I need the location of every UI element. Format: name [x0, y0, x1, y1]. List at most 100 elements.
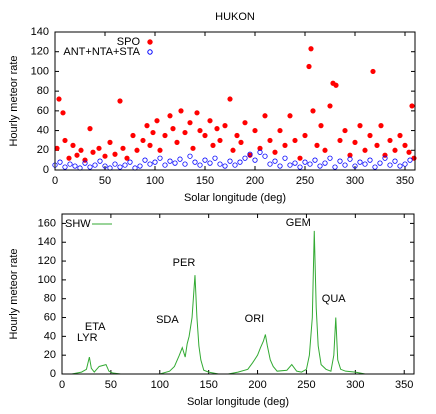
annotation: ORI — [245, 313, 265, 325]
line — [62, 230, 366, 375]
point — [257, 145, 263, 151]
point — [212, 155, 218, 161]
point — [306, 63, 312, 70]
point — [177, 156, 183, 162]
point — [252, 127, 258, 134]
point — [272, 149, 278, 155]
x-tick-label: 300 — [346, 175, 364, 187]
legend-label: SHW — [65, 218, 91, 230]
point — [327, 155, 333, 161]
x-tick-label: 50 — [105, 379, 117, 391]
point — [162, 132, 168, 139]
point — [102, 153, 108, 159]
y-tick-label: 0 — [43, 164, 49, 176]
point — [182, 161, 188, 167]
point — [372, 164, 378, 170]
point — [406, 149, 412, 155]
y-tick-label: 20 — [37, 144, 49, 156]
point — [134, 147, 140, 153]
plot-frame — [61, 213, 415, 375]
y-tick-label: 100 — [31, 65, 49, 77]
point — [318, 123, 324, 129]
point — [187, 153, 193, 159]
point — [97, 158, 103, 164]
x-axis-label: Solar longitude (deg) — [184, 192, 286, 204]
point — [272, 158, 278, 164]
point — [238, 139, 244, 145]
plot-frame — [54, 31, 416, 171]
point — [242, 120, 248, 126]
point — [102, 163, 108, 169]
y-tick-label: 140 — [31, 26, 49, 38]
point — [397, 163, 403, 169]
point — [347, 152, 353, 158]
point — [370, 68, 376, 75]
annotation: GEM — [286, 217, 311, 229]
point — [217, 161, 223, 167]
point — [282, 155, 288, 161]
point — [150, 129, 156, 136]
point — [72, 163, 78, 169]
point — [332, 164, 338, 170]
y-axis-label: Hourly meteor rate — [8, 248, 20, 339]
annotation: QUA — [322, 293, 347, 305]
x-axis-label: Solar longitude (deg) — [187, 396, 289, 408]
point — [178, 108, 184, 114]
point — [60, 110, 66, 116]
point — [322, 160, 328, 166]
x-tick-label: 300 — [346, 379, 364, 391]
point — [56, 96, 62, 102]
x-tick-label: 200 — [246, 175, 264, 187]
x-tick-label: 0 — [59, 379, 65, 391]
y-axis-label: Hourly meteor rate — [8, 55, 20, 146]
point — [157, 147, 163, 153]
point — [167, 113, 173, 119]
point — [202, 132, 208, 139]
point — [207, 118, 213, 124]
point — [307, 161, 313, 167]
point — [252, 157, 258, 163]
point — [237, 159, 243, 165]
point — [310, 108, 316, 114]
point — [182, 129, 188, 136]
x-tick-label: 150 — [199, 379, 217, 391]
point — [362, 161, 368, 167]
point — [317, 163, 323, 169]
point — [124, 155, 130, 161]
x-tick-label: 250 — [297, 379, 315, 391]
point — [242, 155, 248, 161]
point — [392, 147, 398, 153]
point — [337, 137, 343, 144]
point — [352, 139, 358, 145]
x-tick-label: 350 — [395, 379, 413, 391]
point — [170, 126, 176, 132]
annotation: LYR — [77, 332, 98, 344]
point — [117, 164, 123, 170]
point — [232, 162, 238, 168]
point — [137, 163, 143, 169]
legend-label: ANT+NTA+STA — [63, 46, 140, 58]
point — [210, 142, 216, 148]
legend-marker — [147, 49, 153, 55]
point — [190, 145, 196, 151]
y-tick-label: 40 — [44, 330, 56, 342]
point — [144, 123, 150, 129]
point — [402, 142, 408, 148]
point — [374, 142, 380, 148]
point — [409, 103, 415, 109]
point — [267, 161, 273, 167]
point — [287, 113, 293, 119]
y-tick-label: 120 — [38, 255, 56, 267]
x-tick-label: 150 — [196, 175, 214, 187]
point — [194, 110, 200, 116]
x-tick-label: 0 — [52, 175, 58, 187]
point — [230, 147, 236, 153]
point — [357, 123, 363, 129]
point — [167, 158, 173, 164]
point — [62, 164, 68, 170]
point — [337, 158, 343, 164]
point — [96, 145, 102, 151]
point — [67, 161, 73, 167]
point — [117, 98, 123, 104]
